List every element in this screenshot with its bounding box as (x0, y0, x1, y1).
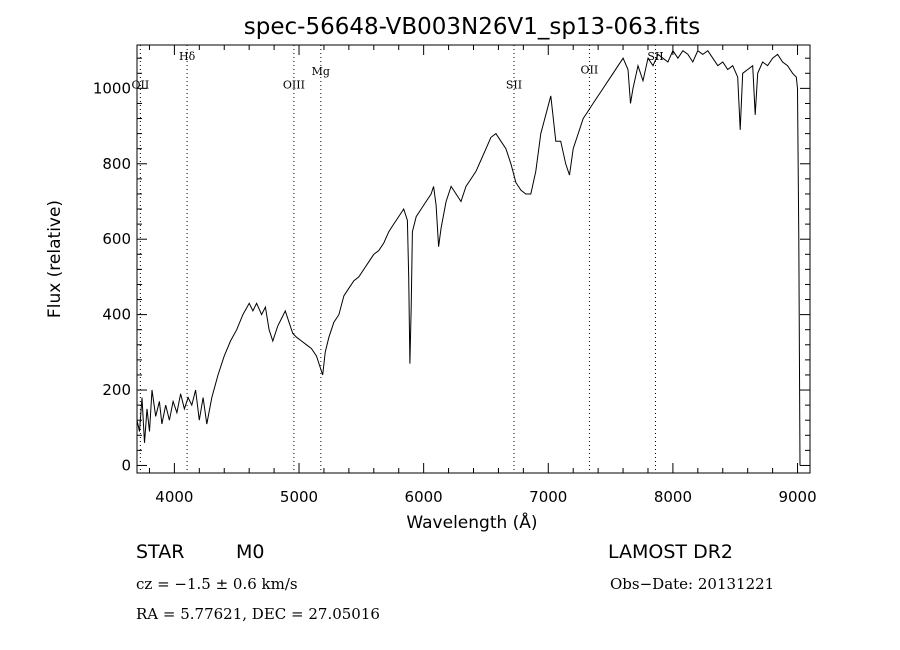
spectrum-line (136, 49, 801, 466)
y-tick-label: 600 (102, 230, 131, 248)
x-tick-label: 7000 (529, 488, 567, 506)
y-tick-label: 800 (102, 155, 131, 173)
observation-date: Obs−Date: 20131221 (610, 575, 775, 593)
y-tick-label: 400 (102, 306, 131, 324)
plot-frame (136, 44, 811, 474)
chart-title: spec-56648-VB003N26V1_sp13-063.fits (244, 14, 700, 40)
survey-name: LAMOST DR2 (608, 541, 733, 563)
x-axis-label: Wavelength (Å) (406, 511, 537, 533)
y-tick-label: 200 (102, 381, 131, 399)
x-tick-label: 6000 (405, 488, 443, 506)
spectral-subclass: M0 (236, 541, 265, 563)
redshift-cz: cz = −1.5 ± 0.6 km/s (136, 575, 298, 593)
x-tick-label: 4000 (155, 488, 193, 506)
line-marker-label: OII (581, 63, 599, 76)
line-marker-label: SII (647, 50, 663, 63)
line-marker-label: SII (506, 78, 522, 91)
y-tick-label: 0 (121, 456, 131, 474)
x-tick-label: 8000 (654, 488, 692, 506)
y-tick-label: 1000 (93, 79, 131, 97)
axis-ticks: 4000 5000 6000 7000 8000 9000 0 200 400 600 800 100… (93, 45, 817, 506)
coordinates: RA = 5.77621, DEC = 27.05016 (136, 605, 380, 623)
line-marker-label: Hδ (179, 50, 196, 63)
object-class: STAR (136, 541, 185, 563)
line-markers: OII Hδ OIII Mg SII OII SII (132, 45, 664, 473)
line-marker-label: OII (132, 78, 150, 91)
x-tick-label: 5000 (280, 488, 318, 506)
line-marker-label: Mg (312, 65, 330, 78)
line-marker-label: OIII (283, 78, 305, 91)
x-tick-label: 9000 (778, 488, 816, 506)
y-axis-label: Flux (relative) (45, 200, 65, 318)
